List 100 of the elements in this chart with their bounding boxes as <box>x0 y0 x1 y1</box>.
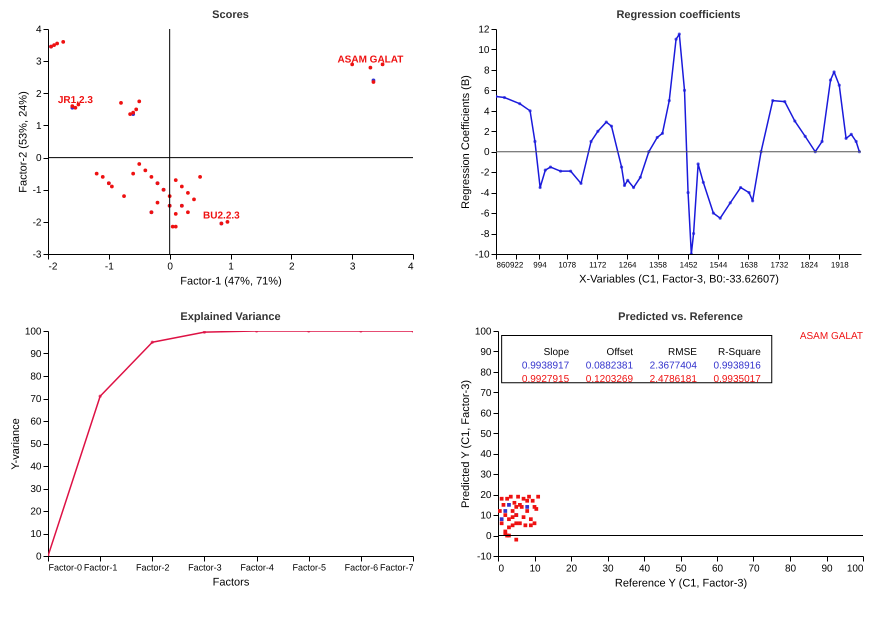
x-tick-label: 100 <box>846 564 864 574</box>
x-tick-label: 40 <box>638 564 650 574</box>
x-axis-title: Factor-1 (47%, 71%) <box>180 276 282 288</box>
chart-title: Scores <box>212 9 249 21</box>
x-tick-label: Factor-4 <box>240 562 274 572</box>
y-tick-label: -1 <box>32 185 42 196</box>
x-tick-label: 922 <box>510 260 524 270</box>
x-tick-label: 0 <box>167 262 174 272</box>
x-tick-label: 1172 <box>589 260 607 270</box>
x-tick-label: 0 <box>498 564 504 574</box>
annotation: 0.1203269 <box>586 374 634 385</box>
y-tick-label: 70 <box>480 388 492 399</box>
y-tick-label: 12 <box>478 24 490 36</box>
annotation: BU2.2.3 <box>203 210 240 222</box>
x-tick-label: 60 <box>712 564 724 574</box>
x-tick-label: 90 <box>821 564 833 574</box>
annotation: JR1.2.3 <box>58 94 94 106</box>
y-tick-label: -10 <box>475 250 490 260</box>
annotation: ASAM GALAT <box>800 331 863 342</box>
y-tick-label: 2 <box>484 126 490 138</box>
y-tick-label: 30 <box>30 484 42 495</box>
x-tick-label: Factor-7 <box>380 562 414 572</box>
x-tick-label: 994 <box>533 260 548 270</box>
y-tick-label: 0 <box>484 147 490 158</box>
y-tick-label: 0 <box>36 552 42 562</box>
y-tick-label: -8 <box>480 229 490 240</box>
annotation: Offset <box>606 346 634 358</box>
annotation: R-Square <box>718 346 762 358</box>
y-tick-label: 4 <box>484 106 490 118</box>
annotation: 0.9927915 <box>522 374 570 385</box>
y-tick-label: 100 <box>24 326 42 338</box>
y-tick-label: 10 <box>480 510 492 522</box>
x-axis-title: X-Variables (C1, Factor-3, B0:-33.62607) <box>579 274 779 286</box>
annotation: Slope <box>544 346 570 358</box>
annotation: 0.9938916 <box>714 360 762 372</box>
x-tick-label: Factor-6 <box>344 562 378 572</box>
x-tick-label: 50 <box>675 564 687 574</box>
x-tick-label: 1638 <box>740 260 758 270</box>
annotation: 2.3677404 <box>650 360 698 372</box>
y-tick-label: -2 <box>32 217 42 228</box>
x-tick-label: 1824 <box>800 260 819 270</box>
y-tick-label: 0 <box>36 153 42 164</box>
x-tick-label: -1 <box>104 262 114 272</box>
y-tick-label: 3 <box>36 56 42 68</box>
x-tick-label: 1732 <box>770 260 789 270</box>
x-tick-label: 1918 <box>830 260 850 270</box>
y-tick-label: 90 <box>480 346 492 358</box>
x-tick-label: 2 <box>289 262 296 272</box>
y-tick-label: -2 <box>480 168 490 179</box>
y-tick-label: -4 <box>480 188 490 200</box>
y-tick-label: 1 <box>36 120 42 132</box>
annotation: RMSE <box>668 346 698 358</box>
y-tick-label: 10 <box>30 529 42 540</box>
y-tick-label: 2 <box>36 88 42 100</box>
x-tick-label: 70 <box>748 564 760 574</box>
y-tick-label: 6 <box>484 86 490 97</box>
y-tick-label: 60 <box>480 408 492 420</box>
annotation: ASAM GALAT <box>337 54 404 66</box>
x-tick-label: Factor-1 <box>84 562 118 572</box>
chart-title: Predicted vs. Reference <box>618 311 743 323</box>
y-tick-label: 50 <box>30 439 42 450</box>
y-tick-label: 80 <box>30 372 42 382</box>
y-tick-label: 30 <box>480 470 492 481</box>
x-tick-label: 860 <box>496 260 510 270</box>
x-tick-label: Factor-5 <box>292 562 326 572</box>
x-tick-label: 1264 <box>618 260 638 270</box>
annotation: 2.4786181 <box>650 374 698 385</box>
y-tick-label: 8 <box>484 65 490 76</box>
x-axis-title: Reference Y (C1, Factor-3) <box>614 578 748 590</box>
x-tick-label: 20 <box>566 564 578 574</box>
y-tick-label: 50 <box>480 428 492 440</box>
y-axis-title: Regression Coefficients (B) <box>460 75 472 209</box>
x-axis-title: Factors <box>212 576 250 588</box>
y-tick-label: 40 <box>480 449 492 460</box>
y-axis-title: Factor-2 (53%, 24%) <box>18 91 30 193</box>
annotation: 0.9935017 <box>714 374 762 385</box>
y-tick-label: 60 <box>30 416 42 428</box>
y-tick-label: 4 <box>36 24 42 36</box>
x-tick-label: 10 <box>529 564 541 574</box>
x-tick-label: 1452 <box>680 260 698 270</box>
annotation: 0.0882381 <box>586 360 634 372</box>
y-tick-label: 80 <box>480 367 492 378</box>
y-tick-label: 100 <box>474 326 492 338</box>
y-tick-label: 20 <box>30 506 42 518</box>
x-tick-label: 30 <box>602 564 614 574</box>
x-tick-label: Factor-2 <box>136 562 170 572</box>
x-tick-label: Factor-3 <box>188 562 222 572</box>
x-tick-label: -2 <box>48 262 58 272</box>
x-tick-label: 4 <box>408 262 414 272</box>
y-tick-label: 0 <box>486 531 492 542</box>
y-tick-label: -3 <box>32 250 42 260</box>
y-tick-label: 40 <box>30 462 42 472</box>
x-tick-label: 1078 <box>558 260 577 270</box>
x-tick-label: 3 <box>350 262 356 272</box>
x-tick-label: 1 <box>228 262 234 272</box>
y-tick-label: 90 <box>30 349 42 360</box>
y-tick-label: 20 <box>480 490 492 502</box>
y-tick-label: -6 <box>480 208 490 220</box>
y-tick-label: 10 <box>478 44 490 56</box>
y-tick-label: 70 <box>30 394 42 405</box>
